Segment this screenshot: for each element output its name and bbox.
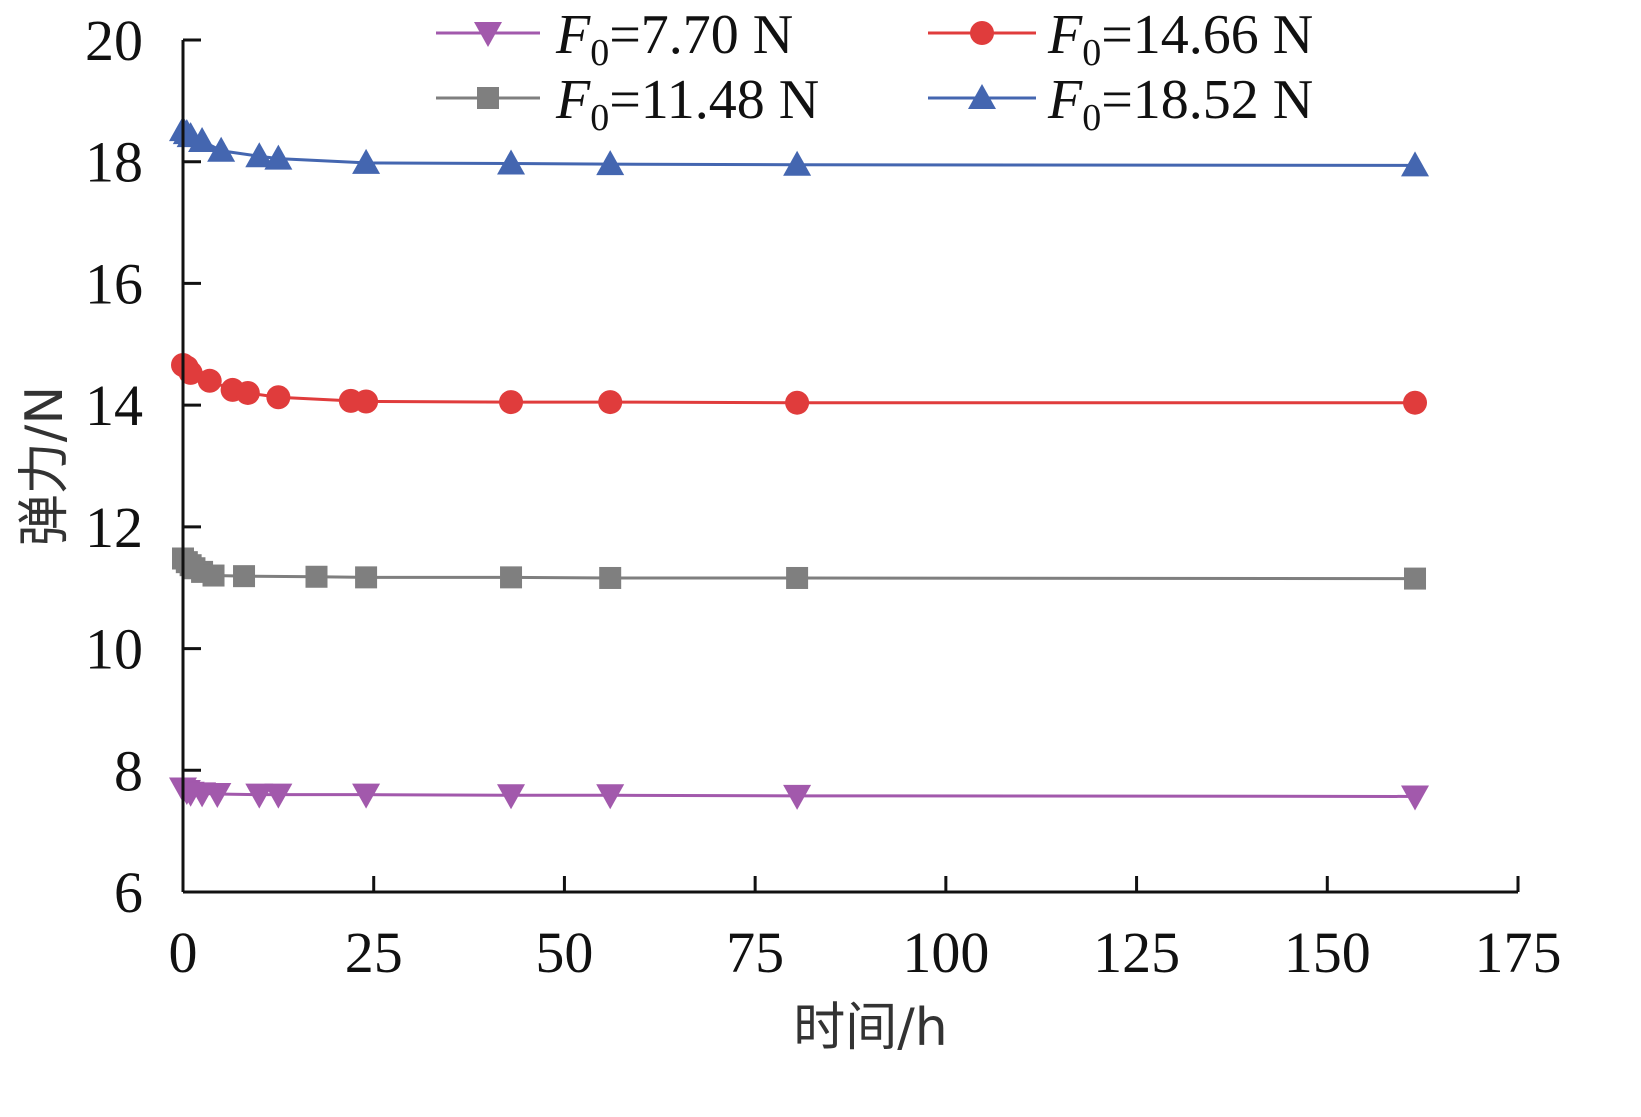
data-point: [1401, 151, 1430, 177]
series-2: [171, 352, 1428, 415]
data-point: [783, 784, 812, 810]
data-point: [497, 149, 526, 175]
legend-subscript: 0: [590, 97, 609, 139]
legend-marker: [968, 84, 996, 109]
legend-entry-4: F0=18.52 N: [928, 69, 1313, 139]
legend-marker: [474, 22, 502, 47]
legend-value: =14.66 N: [1101, 4, 1313, 66]
y-axis-title: 弹力/N: [15, 386, 75, 546]
x-axis-title: 时间/h: [793, 998, 947, 1058]
data-point: [783, 150, 812, 176]
series-4: [169, 116, 1430, 177]
legend-subscript: 0: [590, 32, 609, 74]
legend-label: F0=7.70 N: [555, 4, 793, 74]
legend-value: =7.70 N: [609, 4, 793, 66]
x-tick-label: 25: [345, 920, 403, 985]
legend-symbol: F: [555, 4, 591, 66]
x-tick-label: 175: [1475, 920, 1562, 985]
data-point: [264, 144, 293, 170]
y-tick-label: 10: [85, 617, 143, 682]
y-tick-label: 14: [85, 373, 143, 438]
legend-entry-2: F0=14.66 N: [928, 4, 1313, 74]
legend-subscript: 0: [1082, 97, 1101, 139]
data-point: [352, 148, 381, 174]
data-point: [499, 390, 524, 415]
data-point: [264, 783, 293, 809]
data-point: [785, 390, 810, 415]
legend-entry-3: F0=11.48 N: [436, 69, 819, 139]
data-point: [233, 565, 256, 588]
data-point: [203, 783, 232, 809]
series-3: [172, 547, 1427, 590]
data-point: [352, 783, 381, 809]
x-axis-ticks: 0 25 50 75 100 125 150 175: [169, 876, 1562, 985]
legend-marker: [970, 21, 994, 45]
x-tick-label: 150: [1284, 920, 1371, 985]
axes: [181, 40, 1518, 894]
legend-marker: [477, 87, 499, 109]
data-point: [596, 150, 625, 176]
legend-label: F0=14.66 N: [1047, 4, 1313, 74]
data-point: [354, 389, 379, 414]
legend-subscript: 0: [1082, 32, 1101, 74]
data-point: [599, 566, 622, 589]
data-point: [355, 566, 378, 589]
y-tick-label: 18: [85, 130, 143, 195]
data-point: [596, 784, 625, 810]
legend-symbol: F: [555, 69, 591, 131]
data-point: [202, 564, 225, 587]
x-tick-label: 125: [1093, 920, 1180, 985]
x-tick-label: 100: [902, 920, 989, 985]
data-point: [1404, 567, 1427, 590]
legend-entry-1: F0=7.70 N: [436, 4, 793, 74]
data-point: [245, 142, 274, 168]
y-tick-label: 20: [85, 8, 143, 73]
data-point: [266, 385, 291, 410]
y-tick-label: 6: [114, 860, 143, 925]
data-point: [245, 783, 274, 809]
y-tick-label: 12: [85, 495, 143, 560]
series-1: [169, 777, 1430, 811]
legend-symbol: F: [1047, 4, 1083, 66]
x-tick-label: 0: [169, 920, 198, 985]
data-point: [197, 368, 222, 393]
y-tick-label: 16: [85, 251, 143, 316]
data-point: [207, 136, 236, 162]
y-axis-ticks: 6 8 10 12 14 16 18 20: [85, 8, 201, 925]
data-point: [188, 127, 217, 153]
legend: F0=7.70 N F0=14.66 NF0=11.48 N F0=18.52 N: [436, 4, 1313, 139]
legend-symbol: F: [1047, 69, 1083, 131]
data-point: [598, 390, 623, 415]
data-point: [1403, 390, 1428, 415]
data-point: [1401, 785, 1430, 811]
y-tick-label: 8: [114, 738, 143, 803]
x-tick-label: 50: [535, 920, 593, 985]
legend-value: =11.48 N: [609, 69, 819, 131]
data-point: [500, 566, 523, 589]
data-point: [497, 784, 526, 810]
data-point: [235, 380, 260, 405]
data-point: [178, 360, 203, 385]
plot-area: [169, 116, 1430, 811]
legend-value: =18.52 N: [1101, 69, 1313, 131]
legend-label: F0=18.52 N: [1047, 69, 1313, 139]
legend-label: F0=11.48 N: [555, 69, 819, 139]
data-point: [786, 566, 809, 589]
data-point: [305, 565, 328, 588]
x-tick-label: 75: [726, 920, 784, 985]
